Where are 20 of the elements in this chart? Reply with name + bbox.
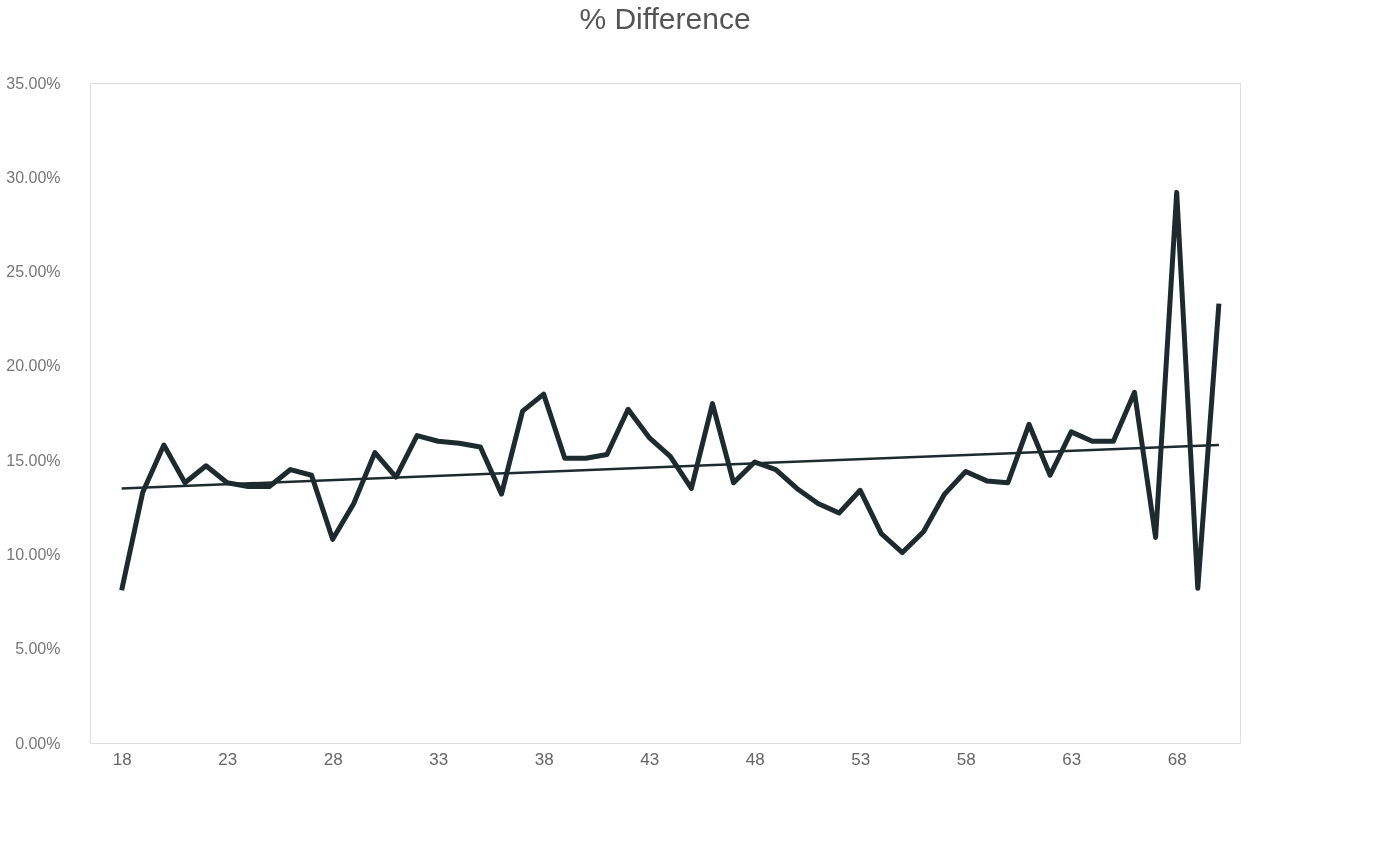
x-tick-label: 18 [112,749,132,769]
x-tick-label: 38 [534,749,554,769]
y-tick-label: 0.00% [15,734,61,752]
x-tick-label: 33 [429,749,449,769]
y-tick-label: 25.00% [6,263,61,281]
x-tick-label: 23 [218,749,238,769]
y-tick-label: 15.00% [6,451,61,469]
x-tick-label: 48 [745,749,765,769]
x-tick-label: 58 [956,749,976,769]
x-tick-label: 53 [851,749,871,769]
x-tick-label: 28 [323,749,343,769]
y-tick-label: 30.00% [6,168,61,186]
chart-title: % Difference [579,2,751,35]
x-tick-label: 43 [640,749,660,769]
x-tick-label: 68 [1167,749,1187,769]
x-tick-label: 63 [1062,749,1082,769]
y-tick-label: 20.00% [6,357,61,375]
y-tick-label: 35.00% [6,74,61,92]
y-tick-label: 10.00% [6,545,61,563]
y-tick-label: 5.00% [15,640,61,658]
